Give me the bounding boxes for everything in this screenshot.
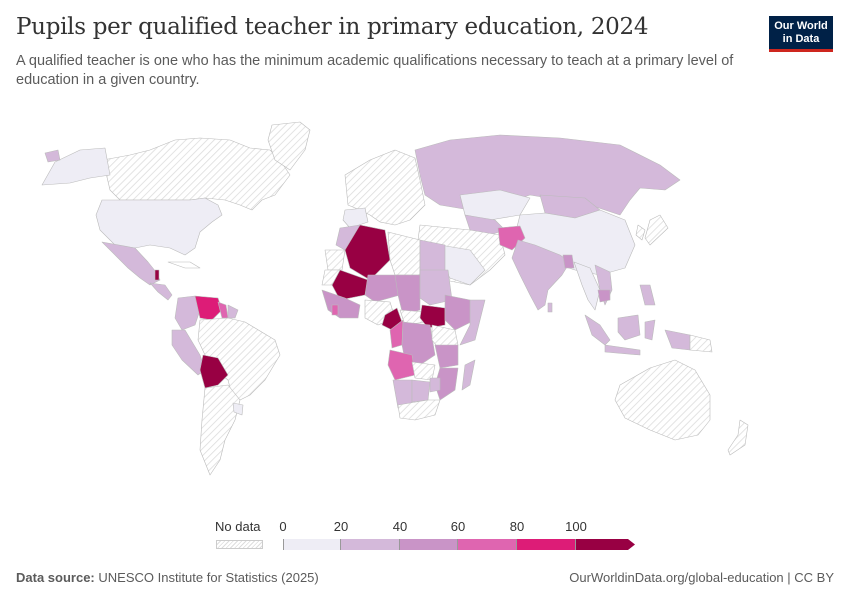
country-madagascar [461, 359, 476, 391]
alaska-island [44, 149, 61, 163]
country-liberia [331, 304, 339, 316]
legend-tick-0: 0 [279, 519, 287, 534]
caribbean [167, 261, 201, 269]
legend-bin-100-plus[interactable] [576, 539, 628, 550]
chart-subtitle: A qualified teacher is one who has the m… [16, 53, 734, 88]
logo-line-1: Our World [774, 20, 828, 32]
data-source-label: Data source: [16, 570, 95, 585]
country-somalia [459, 299, 486, 346]
legend-tick-20: 20 [333, 519, 349, 534]
country-bangladesh [562, 254, 575, 269]
logo-line-2: in Data [782, 33, 820, 45]
central-america [149, 282, 173, 301]
legend-tick-40: 40 [392, 519, 408, 534]
country-mexico [101, 241, 161, 286]
legend-bin-20-40[interactable] [341, 539, 400, 550]
country-usa-alaska [41, 147, 111, 186]
country-argentina [199, 384, 241, 476]
data-source: Data source: UNESCO Institute for Statis… [16, 570, 319, 585]
country-philippines [639, 284, 656, 306]
data-source-value[interactable]: UNESCO Institute for Statistics (2025) [98, 570, 319, 585]
country-zimbabwe [429, 377, 441, 393]
legend-tick-100: 100 [565, 519, 587, 534]
country-usa [95, 197, 223, 256]
country-spain [342, 207, 369, 229]
country-indonesia-sumatra [584, 314, 611, 346]
country-png [689, 334, 713, 353]
owid-logo[interactable]: Our World in Data [769, 16, 833, 52]
legend-no-data-label: No data [215, 519, 261, 534]
country-suriname [227, 304, 239, 319]
country-zambia [411, 361, 436, 381]
country-indonesia-sulawesi [644, 319, 656, 341]
country-botswana [411, 379, 431, 403]
country-bolivia [199, 354, 229, 389]
chart-title: Pupils per qualified teacher in primary … [16, 14, 649, 40]
country-korea [635, 224, 646, 241]
legend-arrow-icon [628, 539, 635, 550]
central-asia [464, 214, 506, 236]
country-india [511, 239, 571, 311]
country-belize [154, 269, 160, 281]
legend-bin-80-100[interactable] [517, 539, 576, 550]
legend-tick-60: 60 [450, 519, 466, 534]
legend-bin-60-80[interactable] [458, 539, 517, 550]
country-angola [387, 349, 416, 381]
world-map[interactable] [0, 110, 850, 510]
country-uruguay [232, 402, 244, 416]
country-venezuela [194, 295, 223, 321]
legend-bin-0-20[interactable] [283, 539, 341, 550]
country-western-sahara [324, 249, 346, 271]
country-sri-lanka [547, 302, 553, 313]
country-japan [644, 214, 669, 246]
legend-bin-40-60[interactable] [400, 539, 458, 550]
country-niger [364, 274, 401, 303]
footer-url[interactable]: OurWorldinData.org/global-education | CC… [569, 570, 834, 585]
country-chad [394, 274, 421, 316]
country-sudan [419, 269, 453, 306]
country-cambodia [597, 289, 611, 303]
country-greenland [267, 121, 311, 171]
country-south-africa [397, 399, 441, 421]
country-myanmar-thailand [573, 261, 601, 311]
country-png-west [664, 329, 691, 351]
country-ethiopia [444, 294, 476, 331]
country-new-zealand [727, 419, 749, 456]
country-australia [614, 359, 711, 441]
map-legend: No data 0 20 40 60 80 100 [200, 515, 650, 555]
country-libya [387, 231, 421, 276]
legend-no-data-swatch[interactable] [216, 540, 263, 549]
country-west-africa [321, 289, 361, 319]
country-indonesia-java [604, 344, 641, 356]
country-mauritania [321, 269, 341, 286]
country-indonesia-borneo [617, 314, 641, 341]
legend-tick-80: 80 [509, 519, 525, 534]
country-tanzania [434, 344, 459, 369]
